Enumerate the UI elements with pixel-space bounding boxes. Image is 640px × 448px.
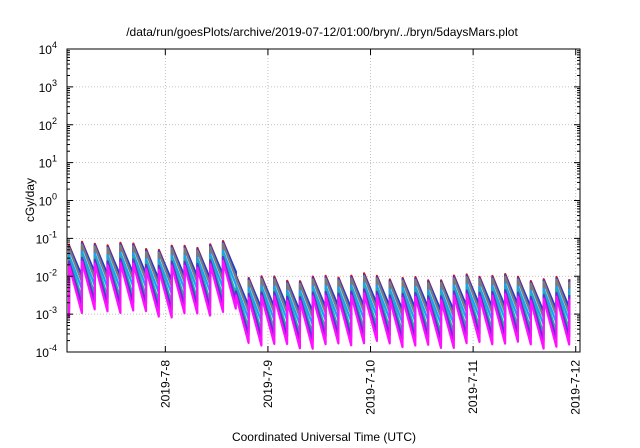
series-line bbox=[68, 259, 571, 350]
y-ticks: 10-4 10-3 10-2 10-1 100 101 102 103 104 bbox=[36, 40, 580, 360]
y-tick-label: 10-3 bbox=[36, 305, 57, 322]
y-tick-label: 10-1 bbox=[36, 229, 57, 246]
y-tick-label: 101 bbox=[39, 154, 57, 171]
x-tick-label: 2019-7-12 bbox=[569, 360, 583, 415]
series-group bbox=[68, 240, 571, 350]
x-tick-label: 2019-7-11 bbox=[466, 360, 480, 414]
y-tick-label: 102 bbox=[39, 116, 57, 133]
y-tick-label: 10-2 bbox=[36, 267, 57, 284]
y-tick-label: 103 bbox=[39, 78, 57, 95]
y-axis-label: cGy/day bbox=[23, 178, 37, 222]
x-axis-label: Coordinated Universal Time (UTC) bbox=[232, 430, 416, 444]
x-tick-label: 2019-7-8 bbox=[158, 360, 172, 408]
x-ticks: 2019-7-8 2019-7-9 2019-7-10 2019-7-11 2019-7… bbox=[158, 49, 583, 415]
y-tick-label: 100 bbox=[39, 192, 57, 209]
x-tick-label: 2019-7-10 bbox=[364, 360, 378, 415]
series-line bbox=[68, 242, 571, 319]
y-tick-label: 10-4 bbox=[36, 343, 57, 360]
x-tick-label: 2019-7-9 bbox=[261, 360, 275, 408]
series-line bbox=[68, 249, 571, 326]
chart-title: /data/run/goesPlots/archive/2019-07-12/0… bbox=[126, 25, 518, 39]
y-tick-label: 104 bbox=[39, 40, 57, 57]
series-line bbox=[68, 255, 571, 342]
